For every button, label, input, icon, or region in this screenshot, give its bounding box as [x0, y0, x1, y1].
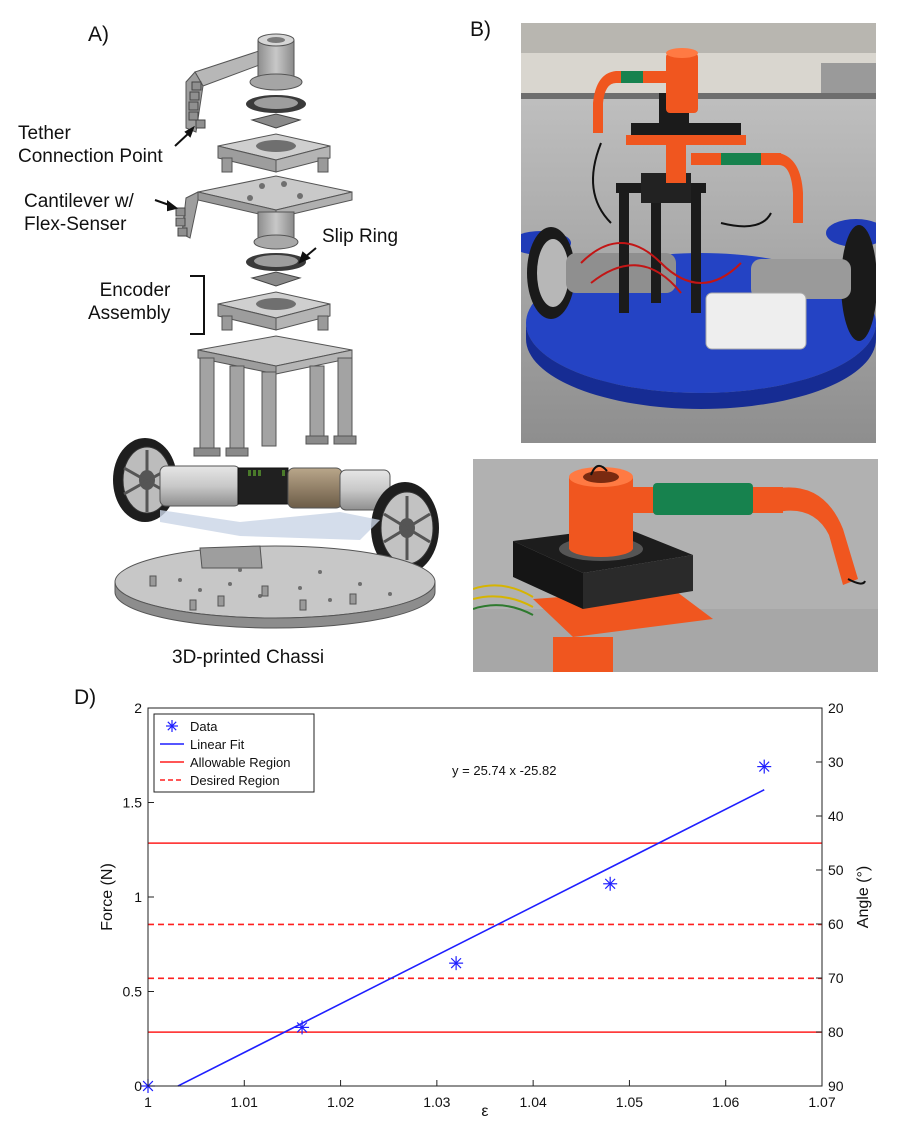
y2-tick-label-3: 50: [828, 862, 844, 878]
x-tick-label-3: 1.03: [423, 1094, 450, 1110]
region-lines: [148, 842, 822, 1033]
x-tick-label-5: 1.05: [616, 1094, 643, 1110]
data-point-2-stroke-3: [450, 957, 462, 969]
panel-d-label: D): [74, 686, 97, 709]
y2-tick-label-7: 90: [828, 1078, 844, 1094]
cantilever-callout: Cantilever w/ Flex-Senser: [24, 190, 134, 236]
upper-slip-ring-part: [246, 95, 306, 129]
closeup-photo: [473, 459, 878, 672]
y2-axis-ticks: 20 30 40 50 60 70 80 90: [816, 700, 844, 1094]
y-tick-label-3: 1.5: [123, 795, 143, 811]
robot-photo: [521, 23, 876, 443]
fit-equation-label: y = 25.74 x -25.82: [452, 763, 556, 778]
cantilever-callout-line-2: Flex-Senser: [24, 214, 127, 235]
closeup-photo-illustration: [473, 459, 878, 672]
tether-callout-line-2: Connection Point: [18, 146, 163, 167]
data-point-4-stroke-3: [758, 761, 770, 772]
cantilever-callout-line-1: Cantilever w/: [24, 191, 134, 212]
y2-tick-label-1: 30: [828, 754, 844, 770]
y2-tick-label-5: 70: [828, 970, 844, 986]
x-tick-label-6: 1.06: [712, 1094, 739, 1110]
data-point-1: [295, 1020, 310, 1035]
x-tick-label-7: 1.07: [808, 1094, 835, 1110]
x-axis-ticks: 1 1.01 1.02 1.03 1.04 1.05 1.06 1.07: [144, 1080, 836, 1110]
y-tick-label-2: 1: [134, 889, 142, 905]
x-tick-label-1: 1.01: [231, 1094, 258, 1110]
legend-box: [153, 713, 315, 793]
upper-encoder-plate: [217, 133, 331, 173]
panel-a-cad-view: Tether Connection Point Cantilever w/ Fl…: [0, 0, 470, 680]
data-series: [141, 759, 772, 1093]
legend-label-0: Data: [190, 719, 218, 734]
linear-fit-series: [177, 789, 765, 1087]
y2-axis-label: Angle (°): [855, 866, 872, 928]
x-axis-label: ε: [481, 1103, 488, 1120]
data-point-4: [757, 759, 772, 774]
legend-data-symbol: [166, 720, 178, 732]
y-axis-ticks: 0 0.5 1 1.5 2: [123, 700, 154, 1094]
y2-tick-label-6: 80: [828, 1024, 844, 1040]
data-point-3-stroke-3: [604, 878, 616, 890]
tether-callout-line-1: Tether: [18, 123, 71, 144]
tower-frame-part: [193, 335, 357, 457]
y-tick-label-1: 0.5: [123, 984, 143, 1000]
linear-fit-line: [177, 789, 765, 1087]
tether-callout: Tether Connection Point: [18, 122, 163, 168]
calibration-chart-svg: 1 1.01 1.02 1.03 1.04 1.05 1.06 1.07 00.511.52 …: [99, 700, 872, 1120]
x-tick-label-4: 1.04: [520, 1094, 547, 1110]
calibration-chart: 1 1.01 1.02 1.03 1.04 1.05 1.06 1.07 0 0.5 1 1.5 2 …: [0, 690, 902, 1126]
data-point-3: [603, 876, 618, 891]
legend-data-symbol-stroke-3: [167, 721, 177, 731]
legend-label-2: Allowable Region: [190, 755, 290, 770]
x-tick-label-0: 1: [144, 1094, 152, 1110]
legend-label-3: Desired Region: [190, 773, 280, 788]
callout-arrows: [154, 125, 317, 335]
cad-exploded-illustration: [113, 33, 439, 629]
chassis-caption: 3D-printed Chassi: [172, 647, 325, 668]
slip-ring-part: [246, 253, 306, 287]
chart-legend: Data Linear Fit Allowable Region Desired Re…: [153, 713, 315, 793]
encoder-callout-line-2: Assembly: [88, 303, 171, 324]
data-point-2: [449, 956, 464, 971]
data-point-1-stroke-3: [296, 1022, 308, 1033]
drive-assembly-part: [113, 438, 439, 574]
tether-arm-part: [185, 33, 303, 133]
y2-tick-label-0: 20: [828, 700, 844, 716]
robot-photo-illustration: [521, 23, 876, 443]
y-tick-label-0: 0: [134, 1078, 142, 1094]
encoder-callout-line-1: Encoder: [99, 280, 171, 301]
legend-label-1: Linear Fit: [190, 737, 245, 752]
y-axis-label: Force (N): [99, 863, 116, 931]
panel-a-label: A): [88, 23, 109, 46]
slip-ring-callout: Slip Ring: [322, 226, 399, 247]
y2-tick-label-4: 60: [828, 916, 844, 932]
encoder-callout: Encoder Assembly: [88, 279, 170, 325]
chassis-disc-part: [114, 545, 436, 629]
y2-tick-label-2: 40: [828, 808, 844, 824]
panel-b-label: B): [470, 18, 491, 41]
encoder-plate-part: [217, 291, 331, 331]
y-tick-label-4: 2: [134, 700, 142, 716]
x-tick-label-2: 1.02: [327, 1094, 354, 1110]
cantilever-plate-part: [175, 175, 353, 250]
